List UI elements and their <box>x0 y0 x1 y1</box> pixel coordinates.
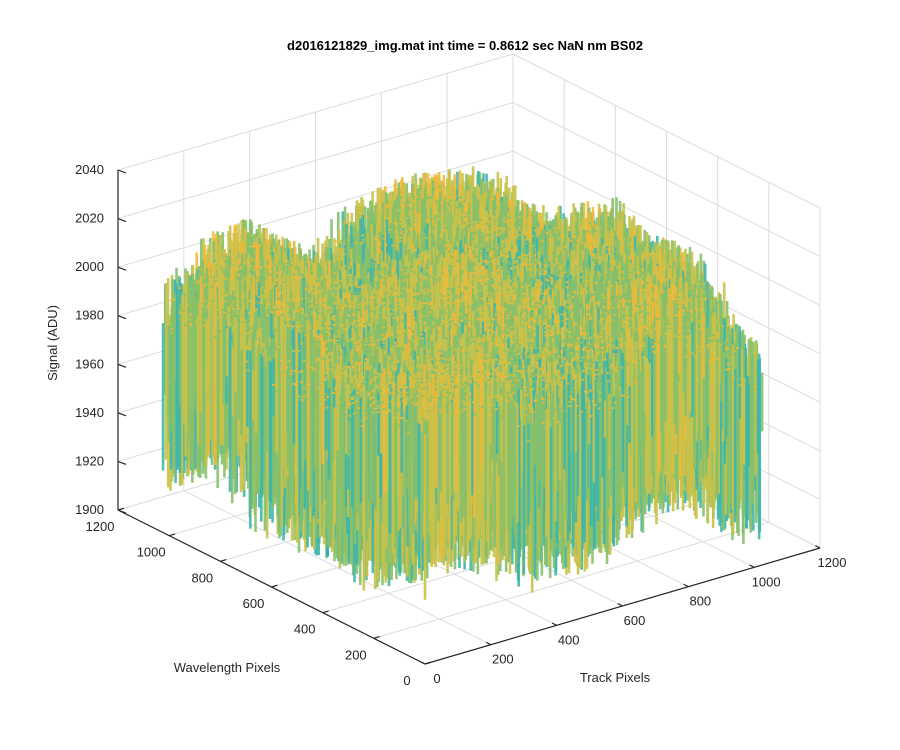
side-wall-grid-z <box>512 53 821 209</box>
back-wall-grid-z <box>117 53 514 171</box>
back-wall-grid-z <box>117 102 514 220</box>
floor-grid-y <box>373 521 769 639</box>
chart-title: d2016121829_img.mat int time = 0.8612 se… <box>287 38 643 53</box>
back-wall-grid-z <box>117 150 514 268</box>
side-wall-grid-z <box>512 150 821 306</box>
side-wall-grid-z <box>512 102 821 258</box>
surface-plot <box>161 166 764 600</box>
